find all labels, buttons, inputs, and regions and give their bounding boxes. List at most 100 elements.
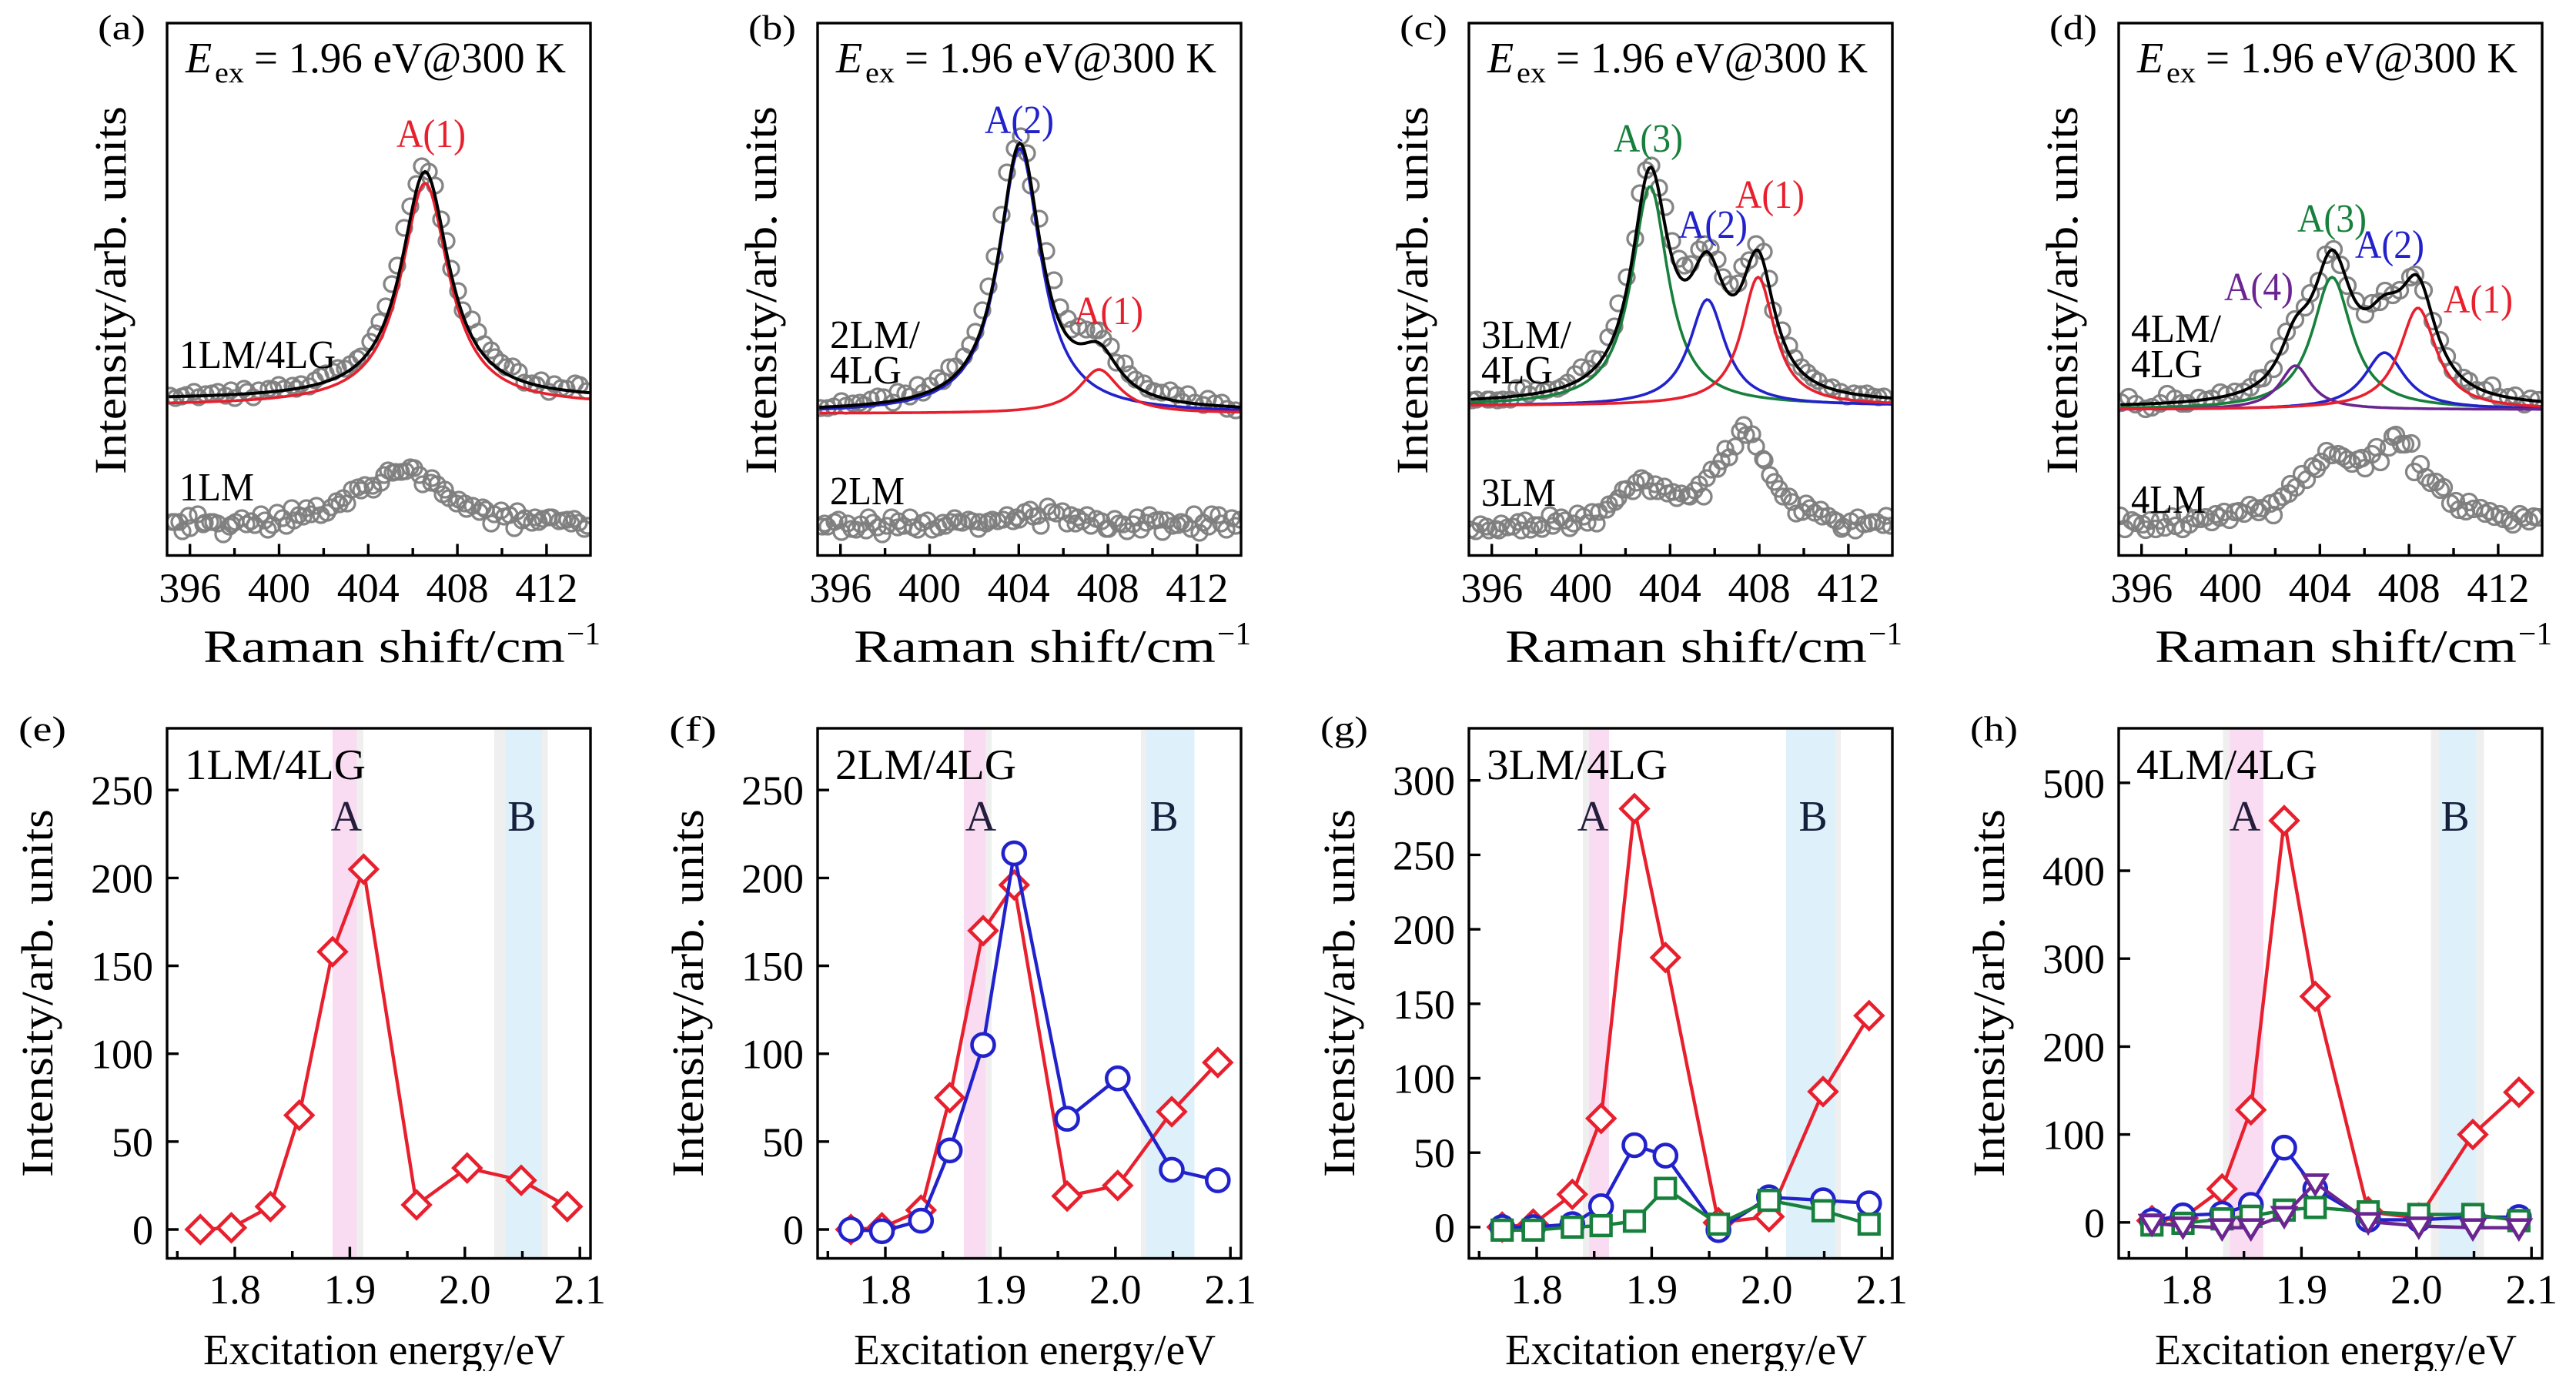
svg-text:404: 404 — [2289, 565, 2351, 611]
svg-text:408: 408 — [427, 565, 489, 611]
svg-text:(a): (a) — [98, 8, 146, 47]
svg-text:A(1): A(1) — [1074, 289, 1143, 333]
svg-text:E: E — [1487, 35, 1514, 82]
svg-text:ex: ex — [865, 57, 895, 89]
svg-text:4LG: 4LG — [2131, 343, 2203, 386]
svg-text:2LM/: 2LM/ — [830, 313, 921, 357]
svg-text:250: 250 — [741, 768, 804, 814]
svg-text:ex: ex — [1517, 57, 1546, 89]
svg-text:A(4): A(4) — [2224, 266, 2293, 309]
svg-text:Excitation energy/eV: Excitation energy/eV — [203, 1326, 565, 1371]
svg-text:2.1: 2.1 — [2505, 1266, 2558, 1313]
svg-text:A(2): A(2) — [1678, 203, 1748, 247]
svg-text:300: 300 — [1393, 758, 1455, 805]
svg-text:404: 404 — [988, 565, 1050, 611]
svg-text:200: 200 — [2042, 1024, 2105, 1070]
svg-text:400: 400 — [2042, 848, 2105, 895]
svg-text:Excitation energy/eV: Excitation energy/eV — [854, 1326, 1216, 1371]
svg-text:396: 396 — [2110, 565, 2173, 611]
svg-text:1.9: 1.9 — [2276, 1266, 2328, 1313]
svg-text:−1: −1 — [2518, 617, 2552, 652]
svg-text:2.1: 2.1 — [1204, 1266, 1256, 1313]
svg-text:150: 150 — [1393, 982, 1455, 1028]
svg-text:500: 500 — [2042, 761, 2105, 807]
svg-text:4LG: 4LG — [830, 349, 902, 393]
svg-text:A: A — [1577, 793, 1609, 841]
svg-text:404: 404 — [1639, 565, 1701, 611]
svg-text:4LM: 4LM — [2131, 478, 2206, 522]
svg-text:400: 400 — [898, 565, 961, 611]
svg-text:A(3): A(3) — [2297, 197, 2367, 241]
svg-text:1.8: 1.8 — [1510, 1266, 1563, 1313]
svg-text:1.8: 1.8 — [2160, 1266, 2213, 1313]
svg-text:100: 100 — [1393, 1056, 1455, 1102]
svg-text:50: 50 — [762, 1119, 804, 1166]
svg-text:−1: −1 — [1868, 617, 1902, 652]
svg-text:2.0: 2.0 — [1741, 1266, 1793, 1313]
svg-text:Intensity/arb. units: Intensity/arb. units — [736, 106, 786, 474]
svg-text:Raman shift/cm: Raman shift/cm — [2155, 621, 2517, 672]
svg-text:= 1.96 eV@300 K: = 1.96 eV@300 K — [2206, 35, 2517, 82]
svg-text:2.1: 2.1 — [554, 1266, 606, 1313]
svg-text:300: 300 — [2042, 936, 2105, 982]
svg-text:200: 200 — [741, 855, 804, 902]
svg-text:400: 400 — [1550, 565, 1612, 611]
svg-text:Intensity/arb. units: Intensity/arb. units — [1314, 809, 1364, 1177]
svg-text:0: 0 — [132, 1207, 153, 1253]
svg-text:404: 404 — [337, 565, 400, 611]
svg-text:B: B — [1149, 793, 1178, 841]
svg-text:250: 250 — [1393, 832, 1455, 878]
svg-text:4LM/: 4LM/ — [2131, 307, 2222, 351]
svg-text:Intensity/arb. units: Intensity/arb. units — [85, 106, 135, 474]
svg-text:3LM: 3LM — [1481, 471, 1556, 515]
svg-text:= 1.96 eV@300 K: = 1.96 eV@300 K — [905, 35, 1216, 82]
svg-text:400: 400 — [2200, 565, 2262, 611]
svg-text:200: 200 — [1393, 907, 1455, 953]
svg-text:1.9: 1.9 — [975, 1266, 1027, 1313]
svg-text:Excitation energy/eV: Excitation energy/eV — [2155, 1326, 2517, 1371]
svg-text:Intensity/arb. units: Intensity/arb. units — [1387, 106, 1437, 474]
svg-text:412: 412 — [2467, 565, 2529, 611]
svg-text:200: 200 — [91, 855, 153, 902]
svg-text:E: E — [2136, 35, 2163, 82]
svg-text:150: 150 — [91, 944, 153, 990]
svg-text:408: 408 — [1728, 565, 1791, 611]
svg-text:50: 50 — [1413, 1130, 1455, 1176]
svg-text:A(1): A(1) — [2444, 278, 2513, 322]
svg-text:408: 408 — [2378, 565, 2441, 611]
svg-text:A(1): A(1) — [396, 112, 466, 156]
svg-text:ex: ex — [215, 57, 244, 89]
svg-text:A(2): A(2) — [2355, 223, 2424, 267]
svg-text:150: 150 — [741, 944, 804, 990]
svg-text:= 1.96 eV@300 K: = 1.96 eV@300 K — [1556, 35, 1868, 82]
svg-text:ex: ex — [2166, 57, 2196, 89]
svg-text:0: 0 — [1434, 1205, 1455, 1251]
svg-text:E: E — [835, 35, 862, 82]
svg-text:A(1): A(1) — [1735, 173, 1805, 217]
svg-text:B: B — [2441, 793, 2469, 841]
svg-text:250: 250 — [91, 768, 153, 814]
svg-text:3LM/4LG: 3LM/4LG — [1487, 741, 1668, 789]
svg-text:A: A — [2230, 793, 2261, 841]
svg-text:3LM/: 3LM/ — [1481, 313, 1572, 357]
svg-text:396: 396 — [1460, 565, 1523, 611]
svg-text:396: 396 — [159, 565, 221, 611]
svg-text:2.0: 2.0 — [439, 1266, 491, 1313]
svg-text:400: 400 — [248, 565, 310, 611]
svg-text:Intensity/arb. units: Intensity/arb. units — [663, 809, 713, 1177]
svg-text:0: 0 — [2084, 1200, 2105, 1246]
svg-text:(h): (h) — [1970, 709, 2018, 748]
svg-text:1.9: 1.9 — [1626, 1266, 1678, 1313]
svg-text:100: 100 — [91, 1032, 153, 1078]
svg-text:E: E — [185, 35, 212, 82]
svg-text:1LM: 1LM — [179, 466, 254, 510]
svg-text:Raman shift/cm: Raman shift/cm — [1505, 621, 1867, 672]
svg-text:396: 396 — [809, 565, 871, 611]
svg-text:Intensity/arb. units: Intensity/arb. units — [12, 809, 62, 1177]
svg-text:(f): (f) — [669, 709, 717, 748]
svg-text:50: 50 — [112, 1119, 153, 1166]
svg-text:A: A — [965, 793, 997, 841]
svg-text:(d): (d) — [2049, 8, 2097, 47]
svg-text:(c): (c) — [1400, 8, 1447, 47]
svg-text:100: 100 — [2042, 1112, 2105, 1159]
